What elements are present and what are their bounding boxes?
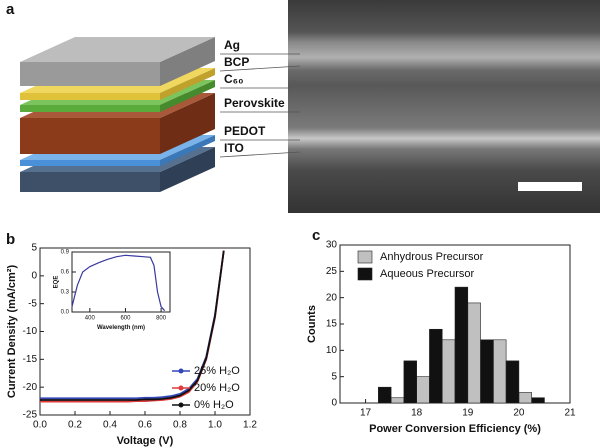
layer-side [160,93,215,154]
sem-image [288,0,600,213]
y-tick-label: 0 [31,270,37,281]
layer-label: Ag [224,38,240,52]
bar [390,397,405,404]
x-tick-label: 21 [564,408,576,419]
layer-stack [20,37,215,192]
legend-marker [178,402,184,408]
layer-front [20,172,160,192]
layer-label: BCP [224,55,249,69]
layer-front [20,105,160,112]
y-tick-label: 15 [326,319,338,330]
x-tick-label: 18 [411,408,423,419]
x-axis-label: Power Conversion Efficiency (%) [369,423,541,435]
layer-label: C₆₀ [224,72,244,86]
y-tick-label: -5 [28,298,37,309]
bar [429,328,443,404]
bar [378,386,392,404]
layer-label: Perovskite [224,96,285,110]
y-tick-label: 25 [326,266,338,277]
legend-label: 0% H₂O [194,399,234,411]
bar [531,397,545,404]
y-tick-label: 20 [326,292,338,303]
panel-label: a [6,1,15,18]
x-tick-label: 800 [156,316,167,322]
x-tick-label: 600 [120,316,131,322]
x-tick-label: 1.2 [243,420,257,431]
legend-swatch [357,250,373,264]
y-tick-label: 0 [331,398,337,409]
layer-side [160,68,215,100]
legend-marker [178,385,184,391]
y-tick-label: 5 [331,371,337,382]
leader-lines [219,53,301,158]
line [40,250,225,400]
x-axis-label: Voltage (V) [117,435,174,447]
panel-label: c [312,227,320,244]
layer-side [160,37,215,86]
x-tick-label: 0.4 [103,420,117,431]
y-tick-label: 0.0 [61,310,70,316]
layer-label: ITO [224,141,244,155]
y-tick-label: -25 [23,410,38,421]
bar [416,376,430,404]
y-tick-label: 0.6 [61,270,70,276]
y-axis-label: Counts [306,305,318,343]
legend-marker [178,368,184,374]
layer-side [160,80,215,112]
y-tick-label: 5 [31,243,37,254]
legend-label: 25% H₂O [194,365,240,377]
legend-label: 20% H₂O [194,382,240,394]
y-tick-label: 0.9 [61,250,70,256]
layer-front [20,62,160,86]
legend-swatch [357,267,373,281]
panel-label: b [6,231,15,248]
bar [467,302,481,404]
y-tick-label: -15 [23,354,38,365]
legend-label: Aqueous Precursor [380,268,474,280]
plot-frame [71,251,171,313]
layer-top [20,37,215,62]
line [40,250,225,403]
x-tick-label: 1.0 [208,420,222,431]
y-axis-label: EQE [54,276,60,289]
y-tick-label: 10 [326,345,338,356]
bar [518,392,532,404]
line [40,250,225,401]
layer-side [160,135,215,166]
x-tick-label: 0.2 [68,420,82,431]
layer-front [20,118,160,154]
bar [493,339,507,404]
bar [505,360,520,404]
legend-label: Anhydrous Precursor [380,251,484,263]
x-tick-label: 20 [513,408,525,419]
x-tick-label: 0.8 [173,420,187,431]
layer-front [20,93,160,100]
layer-side [160,147,215,192]
x-tick-label: 19 [462,408,474,419]
bar [454,286,469,404]
bar [441,339,456,404]
scale-bar [518,182,582,191]
y-tick-label: -20 [23,382,38,393]
x-tick-label: 17 [360,408,372,419]
line [71,254,166,312]
x-tick-label: 0.6 [138,420,152,431]
y-axis-label: Current Density (mA/cm²) [6,265,18,399]
x-axis-label: Wavelength (nm) [97,325,145,331]
layer-front [20,160,160,166]
layer-label: PEDOT [224,124,266,138]
bar [403,360,417,404]
x-tick-label: 0.0 [33,420,47,431]
y-tick-label: -10 [23,326,38,337]
y-tick-label: 30 [326,240,338,251]
y-tick-label: 0.3 [61,290,70,296]
bar [480,339,494,404]
x-tick-label: 400 [85,316,96,322]
